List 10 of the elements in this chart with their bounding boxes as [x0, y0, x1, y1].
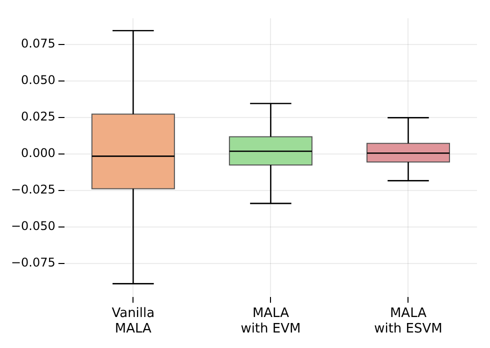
y-tick-label: 0.000 [21, 146, 56, 160]
y-tick-label: −0.050 [10, 218, 56, 233]
y-tick-label: −0.025 [10, 182, 56, 196]
y-tick-label: 0.075 [21, 36, 56, 51]
x-tick-label: Vanilla MALA [112, 306, 155, 337]
y-tick-label: 0.050 [21, 73, 56, 88]
x-tick-label: MALA with ESVM [374, 306, 442, 337]
y-tick-label: 0.025 [21, 110, 56, 124]
y-tick-label: −0.075 [10, 255, 56, 270]
x-tick-label: MALA with EVM [240, 306, 301, 337]
